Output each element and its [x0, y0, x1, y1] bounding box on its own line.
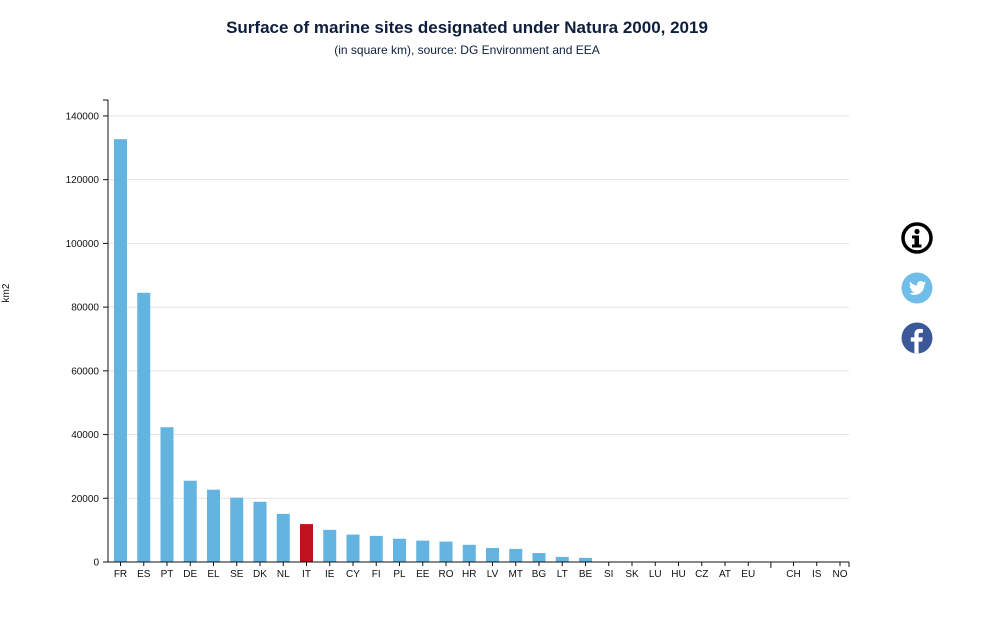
x-tick-label: PT	[161, 569, 174, 580]
bar-NL	[276, 513, 290, 562]
x-tick-label: CY	[346, 569, 360, 580]
y-tick-label: 100000	[66, 239, 100, 250]
bar-IT	[300, 524, 313, 562]
y-axis-title: km2	[1, 283, 12, 302]
bar-LV	[486, 547, 499, 562]
x-tick-label: LU	[649, 569, 662, 580]
x-tick-label: BG	[532, 569, 547, 580]
twitter-icon	[901, 272, 933, 304]
y-tick-label: 0	[93, 558, 99, 569]
bar-IE	[323, 529, 337, 562]
x-tick-label: SK	[625, 569, 639, 580]
bar-LT	[555, 556, 569, 562]
y-tick-label: 140000	[66, 111, 100, 122]
y-tick-label: 20000	[71, 494, 99, 505]
info-button[interactable]	[901, 222, 933, 254]
bar-HR	[462, 544, 476, 562]
y-tick-label: 60000	[71, 366, 99, 377]
bar-FI	[369, 535, 383, 562]
chart-subtitle: (in square km), source: DG Environment a…	[334, 43, 600, 57]
bar-MT	[509, 548, 523, 562]
x-tick-label: MT	[509, 569, 523, 580]
bar-FR	[114, 139, 127, 562]
bar-BG	[532, 553, 546, 562]
twitter-share-button[interactable]	[901, 272, 933, 304]
bar-PT	[160, 427, 174, 562]
x-tick-label: EU	[741, 569, 755, 580]
x-tick-label: DE	[183, 569, 197, 580]
bar-PL	[393, 538, 406, 562]
x-tick-label: EL	[207, 569, 220, 580]
facebook-icon	[901, 322, 933, 354]
bar-ES	[137, 292, 151, 562]
x-tick-label: IE	[325, 569, 335, 580]
x-tick-label: LT	[557, 569, 568, 580]
bar-RO	[439, 541, 453, 562]
bar-DK	[253, 501, 267, 562]
x-tick-label: LV	[487, 569, 499, 580]
x-tick-label: PL	[393, 569, 406, 580]
bar-CY	[346, 534, 360, 562]
x-tick-label: CH	[786, 569, 800, 580]
x-tick-label: FR	[114, 569, 127, 580]
x-tick-label: BE	[579, 569, 593, 580]
x-tick-label: IT	[302, 569, 311, 580]
x-tick-label: CZ	[695, 569, 708, 580]
x-tick-label: ES	[137, 569, 151, 580]
y-tick-label: 80000	[71, 303, 99, 314]
x-tick-label: NO	[833, 569, 848, 580]
x-tick-label: SI	[604, 569, 613, 580]
x-tick-label: IS	[812, 569, 822, 580]
x-tick-label: HU	[671, 569, 685, 580]
x-tick-label: AT	[719, 569, 731, 580]
bar-BE	[579, 557, 592, 562]
x-tick-label: RO	[439, 569, 454, 580]
chart-title: Surface of marine sites designated under…	[226, 18, 708, 37]
x-tick-label: EE	[416, 569, 430, 580]
y-tick-label: 40000	[71, 430, 99, 441]
info-icon	[901, 222, 933, 254]
x-tick-label: FI	[372, 569, 381, 580]
bar-DE	[183, 480, 197, 562]
x-tick-label: SE	[230, 569, 244, 580]
y-tick-label: 120000	[66, 175, 100, 186]
bar-SE	[230, 497, 244, 562]
x-tick-label: HR	[462, 569, 476, 580]
x-tick-label: DK	[253, 569, 267, 580]
bar-EL	[207, 489, 220, 562]
facebook-share-button[interactable]	[901, 322, 933, 354]
bar-EE	[416, 540, 430, 562]
x-tick-label: NL	[277, 569, 290, 580]
